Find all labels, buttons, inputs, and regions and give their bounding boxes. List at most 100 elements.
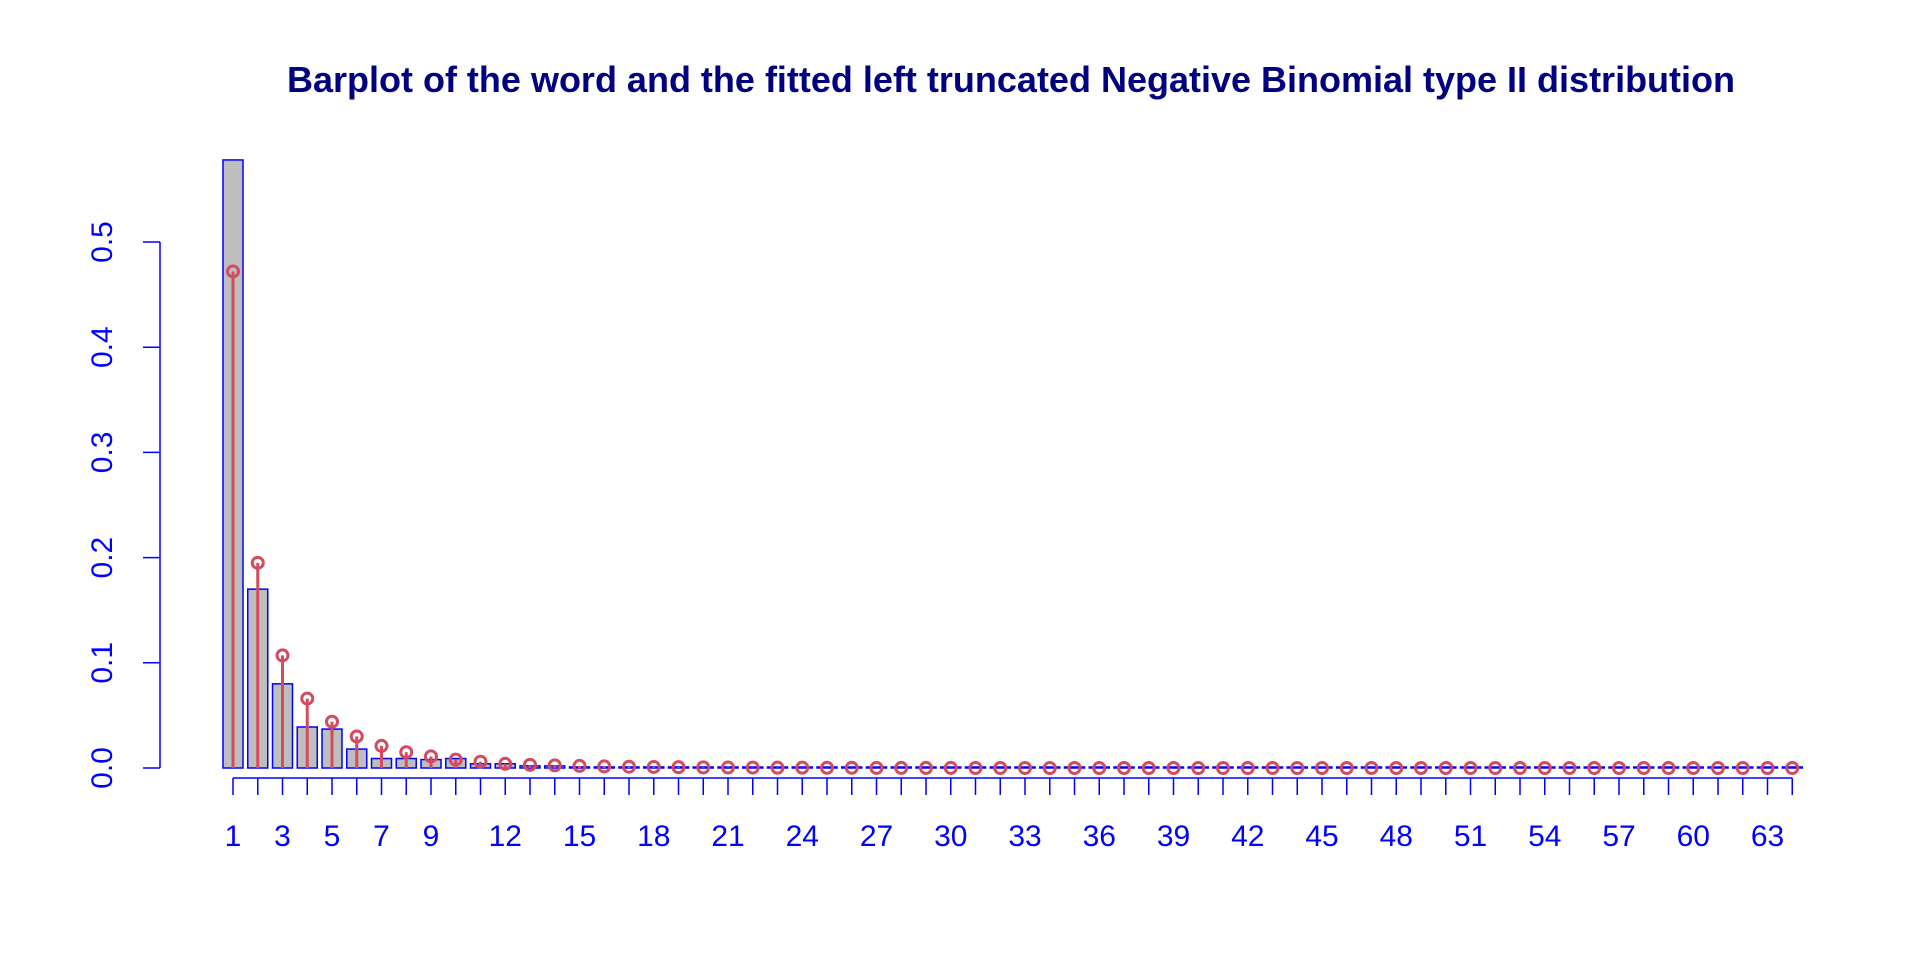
bar xyxy=(1311,766,1333,769)
fit-point xyxy=(300,691,315,706)
fit-point xyxy=(869,760,884,775)
bar xyxy=(1212,766,1234,769)
bar xyxy=(1336,766,1358,769)
x-tick-label: 33 xyxy=(1008,820,1041,853)
fit-point xyxy=(1117,761,1131,775)
fit-point xyxy=(1216,761,1230,775)
bar xyxy=(1162,766,1185,769)
fit-point xyxy=(325,714,339,729)
fit-point xyxy=(1612,761,1626,775)
x-tick-label: 5 xyxy=(324,820,341,853)
bar xyxy=(1435,766,1457,769)
fit-point xyxy=(1414,761,1428,775)
fit-point xyxy=(919,760,933,775)
bar xyxy=(1657,766,1680,769)
fit-point xyxy=(424,749,438,764)
y-tick-label: 0.4 xyxy=(86,326,119,368)
x-tick-label: 3 xyxy=(274,820,291,853)
fit-point xyxy=(696,760,711,775)
fit-point xyxy=(448,752,463,767)
bar xyxy=(1138,766,1160,769)
bar xyxy=(1088,766,1110,769)
fit-point xyxy=(1389,761,1404,775)
fit-point xyxy=(1067,761,1082,775)
bar xyxy=(964,766,987,769)
fit-point xyxy=(968,761,983,775)
x-tick-label: 30 xyxy=(934,820,967,853)
bar xyxy=(1261,766,1284,769)
y-tick-label: 0.2 xyxy=(86,537,119,579)
fit-point xyxy=(1760,761,1775,775)
fit-point xyxy=(498,756,513,771)
fit-point xyxy=(1240,761,1255,775)
bar xyxy=(1459,766,1482,769)
fit-point xyxy=(993,761,1008,775)
bar xyxy=(890,766,912,769)
x-tick-label: 36 xyxy=(1083,820,1116,853)
y-tick-label: 0.3 xyxy=(86,432,119,474)
bar xyxy=(1237,766,1259,769)
bar xyxy=(1484,766,1506,769)
fit-point xyxy=(745,760,760,775)
fit-point xyxy=(1364,761,1379,775)
fit-point xyxy=(1463,761,1478,775)
bar xyxy=(1583,766,1605,769)
bar xyxy=(1534,766,1556,769)
fit-point xyxy=(894,760,909,775)
fitted-distribution xyxy=(226,264,1800,775)
bar xyxy=(1063,766,1086,769)
x-tick-label: 51 xyxy=(1454,820,1487,853)
bar xyxy=(1781,766,1803,769)
y-axis: 0.0 0.1 0.2 0.3 0.4 0.5 xyxy=(86,221,161,789)
bar xyxy=(1360,766,1383,769)
x-tick-label: 9 xyxy=(423,820,440,853)
fit-point xyxy=(1587,761,1602,775)
fit-point xyxy=(1636,761,1651,775)
bar xyxy=(1385,766,1407,769)
bar xyxy=(1187,766,1209,769)
fit-point xyxy=(943,760,958,775)
fit-point xyxy=(1092,761,1107,775)
fit-point xyxy=(1166,761,1181,775)
fit-point xyxy=(250,555,265,570)
bar xyxy=(1732,766,1754,769)
bar xyxy=(1014,766,1036,769)
bar xyxy=(1707,766,1729,769)
x-tick-label: 1 xyxy=(225,820,242,853)
fit-point xyxy=(671,760,686,775)
bar xyxy=(1682,766,1704,769)
bars xyxy=(222,159,1803,769)
fit-point xyxy=(374,738,389,753)
x-axis: 1 3 5 7 9 12 15 18 21 24 27 30 33 36 39 42 45 48 51 54 57 60 6… xyxy=(225,777,1793,853)
fit-point xyxy=(1711,761,1725,775)
fit-point xyxy=(1290,761,1305,775)
x-tick-label: 18 xyxy=(637,820,670,853)
fit-point xyxy=(349,729,364,744)
bar xyxy=(1286,766,1308,769)
fit-point xyxy=(275,648,290,663)
x-tick-label: 21 xyxy=(711,820,744,853)
y-tick-label: 0.1 xyxy=(86,642,119,684)
x-tick-label: 39 xyxy=(1157,820,1190,853)
x-tick-label: 15 xyxy=(563,820,596,853)
fit-point xyxy=(1562,761,1577,775)
x-tick-label: 27 xyxy=(860,820,893,853)
fit-point xyxy=(1438,761,1453,775)
x-tick-label: 60 xyxy=(1677,820,1710,853)
fit-point xyxy=(1686,761,1701,775)
fit-point xyxy=(597,759,612,774)
x-tick-label: 7 xyxy=(373,820,390,853)
bar xyxy=(940,766,962,769)
x-tick-label: 48 xyxy=(1380,820,1413,853)
fit-point xyxy=(820,760,834,775)
x-tick-label: 57 xyxy=(1602,820,1635,853)
fit-point xyxy=(1191,761,1206,775)
fit-point xyxy=(646,759,661,774)
fit-point xyxy=(1661,761,1676,775)
bar xyxy=(915,766,937,769)
fit-point xyxy=(523,757,537,772)
fit-point xyxy=(473,754,488,769)
bar xyxy=(865,766,888,769)
